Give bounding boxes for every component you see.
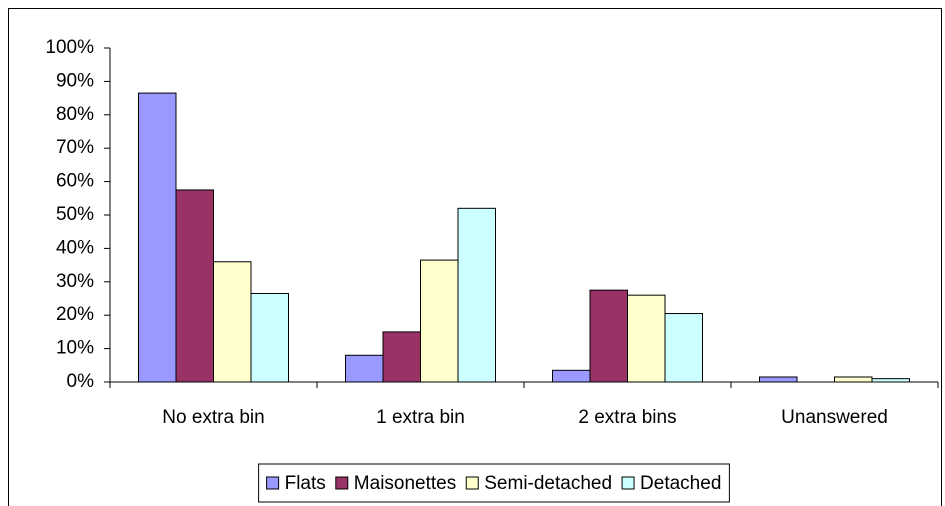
bar xyxy=(664,313,703,383)
y-tick-label: 50% xyxy=(56,204,94,225)
y-tick-label: 60% xyxy=(56,171,94,192)
bar xyxy=(871,378,910,383)
bar xyxy=(759,376,798,383)
bar xyxy=(420,259,459,383)
y-tick-label: 10% xyxy=(56,338,94,359)
x-tick-label: 2 extra bins xyxy=(578,407,676,428)
bar xyxy=(627,294,666,383)
bar xyxy=(213,261,252,383)
bar xyxy=(589,289,628,383)
legend-swatch xyxy=(621,476,635,490)
bar xyxy=(138,92,177,383)
legend-label: Semi-detached xyxy=(484,473,612,494)
bar xyxy=(345,354,384,383)
bar xyxy=(250,292,289,383)
x-tick-label: 1 extra bin xyxy=(376,407,465,428)
legend-label: Flats xyxy=(285,473,326,494)
legend-swatch xyxy=(465,476,479,490)
bar xyxy=(175,189,214,383)
bar xyxy=(834,376,873,383)
y-tick-label: 70% xyxy=(56,137,94,158)
y-tick-label: 20% xyxy=(56,304,94,325)
legend-label: Maisonettes xyxy=(354,473,456,494)
bar xyxy=(382,331,421,383)
bar xyxy=(457,207,496,383)
y-tick-label: 90% xyxy=(56,70,94,91)
y-tick-label: 40% xyxy=(56,237,94,258)
y-tick-label: 30% xyxy=(56,271,94,292)
bar xyxy=(552,369,591,383)
y-tick-label: 100% xyxy=(45,37,94,58)
y-tick-label: 80% xyxy=(56,104,94,125)
y-tick-label: 0% xyxy=(67,371,95,392)
x-tick-label: No extra bin xyxy=(162,407,264,428)
chart-border xyxy=(8,8,942,506)
legend-swatch xyxy=(266,476,280,490)
legend-swatch xyxy=(335,476,349,490)
x-tick-label: Unanswered xyxy=(781,407,888,428)
legend-label: Detached xyxy=(640,473,721,494)
